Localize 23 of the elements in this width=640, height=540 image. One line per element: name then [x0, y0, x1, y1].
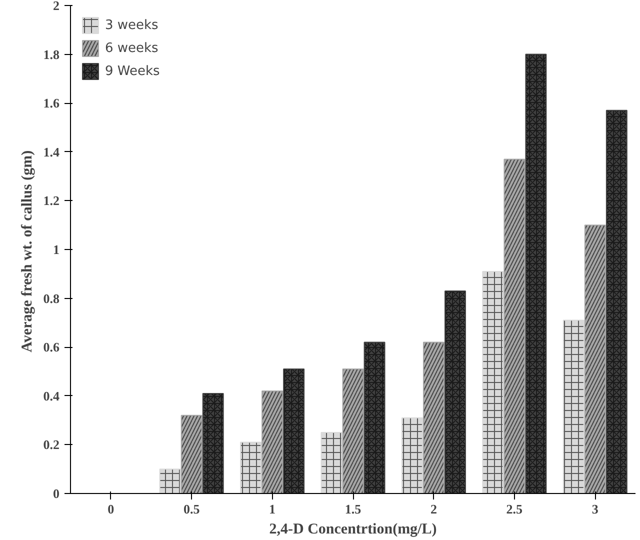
- y-tick-label: 1.6: [43, 96, 60, 111]
- x-tick-label: 0: [108, 502, 114, 516]
- y-tick-label: 1.2: [43, 193, 60, 208]
- x-tick-label: 1: [269, 502, 276, 516]
- y-tick-label: 0.8: [43, 290, 60, 306]
- legend-label: 6 weeks: [105, 40, 158, 56]
- y-tick-label: 0.4: [43, 388, 60, 404]
- y-tick-label: 0.2: [43, 437, 60, 452]
- y-tick-label: 2: [53, 0, 60, 13]
- y-tick-label: 1.4: [43, 144, 60, 160]
- x-axis-title: 2,4-D Concentrtion(mg/L): [269, 522, 437, 538]
- y-tick-label: 0: [53, 486, 60, 501]
- y-tick-label: 0.6: [43, 340, 60, 355]
- x-tick-label: 2.5: [506, 502, 524, 516]
- legend-label: 9 Weeks: [105, 64, 160, 78]
- y-axis-title: Average fresh wt. of callus (gm): [19, 150, 36, 352]
- y-tick-label: 1.8: [43, 46, 60, 62]
- legend-label: 3 weeks: [105, 18, 158, 32]
- x-tick-label: 0.5: [183, 502, 200, 516]
- x-tick-label: 2: [430, 502, 437, 516]
- x-tick-label: 1.5: [344, 502, 362, 516]
- y-tick-label: 1: [53, 242, 60, 257]
- x-tick-label: 3: [592, 502, 599, 516]
